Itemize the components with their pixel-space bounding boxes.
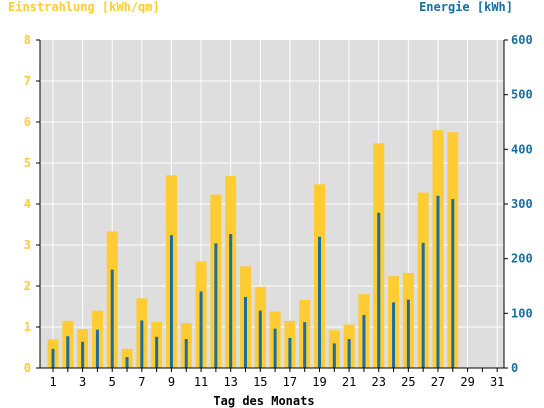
energy-bar-day-14	[243, 296, 247, 368]
x-tick-label: 21	[342, 375, 356, 389]
energy-bar-day-4	[95, 329, 99, 368]
right-tick-label: 300	[511, 197, 533, 211]
energy-bar-day-25	[406, 299, 410, 368]
energy-bar-day-23	[377, 212, 381, 368]
energy-bar-day-20	[332, 343, 336, 368]
left-tick-label: 2	[24, 279, 31, 293]
right-tick-label: 200	[511, 252, 533, 266]
energy-bar-day-13	[229, 234, 233, 368]
left-tick-label: 3	[24, 238, 31, 252]
x-tick-label: 19	[312, 375, 326, 389]
energy-bar-day-28	[451, 199, 455, 368]
left-axis-label: Einstrahlung [kWh/qm]	[8, 0, 160, 14]
energy-bar-day-21	[347, 339, 351, 368]
left-tick-label: 5	[24, 156, 31, 170]
energy-bar-day-3	[81, 341, 85, 368]
energy-bar-day-18	[303, 322, 307, 368]
x-axis-label: Tag des Monats	[213, 394, 314, 408]
x-tick-label: 3	[79, 375, 86, 389]
energy-bar-day-12	[214, 243, 218, 368]
energy-bar-day-27	[436, 195, 440, 368]
left-tick-label: 7	[24, 74, 31, 88]
energy-bar-day-8	[155, 336, 159, 368]
left-tick-label: 8	[24, 33, 31, 47]
left-tick-label: 6	[24, 115, 31, 129]
energy-bar-day-6	[125, 357, 129, 368]
x-axis-ticks: 1 3 5 7 9 11 13 15 17 19 21 23 25 27 29 31	[49, 368, 504, 389]
x-tick-label: 13	[223, 375, 237, 389]
energy-bar-day-2	[66, 336, 70, 368]
energy-bar-day-16	[273, 328, 277, 368]
x-tick-label: 11	[194, 375, 208, 389]
right-tick-label: 400	[511, 142, 533, 156]
energy-bar-day-11	[199, 291, 203, 368]
right-axis-label: Energie [kWh]	[419, 0, 513, 14]
right-tick-label: 600	[511, 33, 533, 47]
right-tick-label: 100	[511, 306, 533, 320]
x-tick-label: 25	[401, 375, 415, 389]
energy-bar-day-9	[169, 235, 173, 368]
right-tick-label: 0	[511, 361, 518, 375]
energy-bar-day-10	[184, 339, 188, 368]
energy-bars	[51, 195, 455, 368]
right-tick-label: 500	[511, 88, 533, 102]
right-axis-ticks: 0 100 200 300 400 500 600	[504, 33, 533, 375]
left-tick-label: 4	[24, 197, 31, 211]
left-tick-label: 0	[24, 361, 31, 375]
energy-bar-day-7	[140, 320, 144, 368]
x-tick-label: 17	[283, 375, 297, 389]
energy-bar-day-22	[362, 314, 366, 368]
x-tick-label: 15	[253, 375, 267, 389]
x-tick-label: 9	[168, 375, 175, 389]
left-tick-label: 1	[24, 320, 31, 334]
energy-bar-day-5	[110, 269, 114, 368]
energy-bar-day-17	[288, 337, 292, 368]
energy-bar-day-26	[421, 242, 425, 368]
x-tick-label: 1	[49, 375, 56, 389]
x-tick-label: 29	[460, 375, 474, 389]
energy-bar-day-15	[258, 310, 262, 368]
energy-bar-day-1	[51, 348, 55, 368]
x-tick-label: 5	[109, 375, 116, 389]
left-axis-ticks: 0 1 2 3 4 5 6 7 8	[24, 33, 40, 375]
x-tick-label: 7	[138, 375, 145, 389]
x-tick-label: 27	[431, 375, 445, 389]
energy-bar-day-19	[318, 236, 322, 368]
x-tick-label: 23	[372, 375, 386, 389]
x-tick-label: 31	[490, 375, 504, 389]
energy-bar-day-24	[392, 302, 396, 368]
